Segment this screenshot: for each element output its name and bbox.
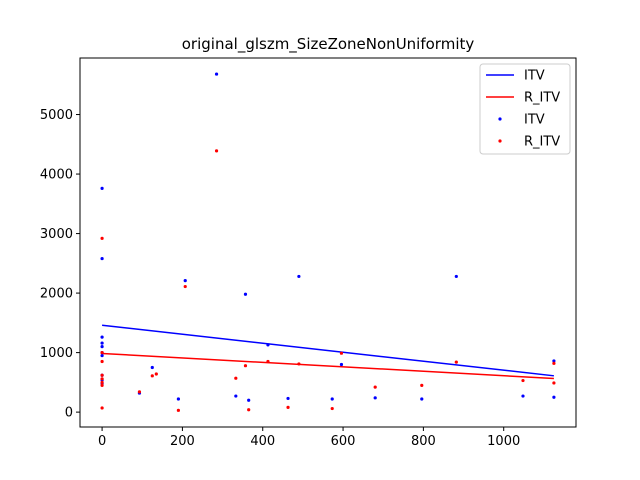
y-tick-label: 5000 bbox=[40, 108, 73, 123]
data-point-r-itv bbox=[454, 360, 458, 364]
legend-label: R_ITV bbox=[524, 91, 560, 106]
data-point-itv bbox=[243, 292, 248, 296]
x-axis: 0 200 400 600 800 1000 bbox=[98, 427, 520, 449]
chart-title: original_glszm_SizeZoneNonUniformity bbox=[182, 35, 475, 54]
data-point-r-itv bbox=[100, 406, 104, 410]
data-point-itv bbox=[100, 345, 104, 349]
data-point-r-itv bbox=[521, 378, 525, 383]
plot-frame bbox=[79, 57, 577, 428]
y-tick-label: 4000 bbox=[40, 168, 73, 183]
data-point-r-itv bbox=[100, 383, 104, 387]
data-point-itv bbox=[150, 365, 154, 370]
data-point-itv bbox=[176, 397, 180, 401]
data-point-r-itv bbox=[234, 376, 238, 380]
data-point-r-itv bbox=[373, 385, 377, 389]
data-point-r-itv bbox=[286, 405, 290, 409]
data-point-r-itv bbox=[100, 380, 104, 384]
data-point-itv bbox=[552, 359, 556, 363]
legend-point-marker bbox=[498, 139, 502, 143]
data-point-itv bbox=[100, 186, 104, 190]
data-point-itv bbox=[183, 278, 187, 283]
legend-label: ITV bbox=[524, 113, 545, 128]
x-tick-label: 800 bbox=[411, 434, 436, 449]
data-point-r-itv bbox=[330, 406, 334, 411]
data-point-r-itv bbox=[420, 383, 424, 387]
plot-area bbox=[100, 72, 556, 412]
data-point-itv bbox=[266, 343, 270, 347]
y-tick-label: 3000 bbox=[40, 227, 73, 242]
data-point-r-itv bbox=[100, 377, 104, 381]
data-point-itv bbox=[454, 274, 458, 279]
data-point-itv bbox=[100, 335, 104, 339]
legend-box bbox=[479, 63, 571, 155]
data-point-r-itv bbox=[176, 408, 180, 412]
data-point-r-itv bbox=[100, 236, 104, 240]
data-point-itv bbox=[552, 395, 556, 399]
y-tick-label: 2000 bbox=[40, 287, 73, 302]
trend-line-itv bbox=[102, 324, 554, 377]
x-tick-label: 0 bbox=[98, 434, 106, 449]
legend: ITV R_ITV ITV R_ITV bbox=[479, 63, 571, 155]
y-tick-label: 0 bbox=[65, 406, 73, 421]
data-point-itv bbox=[339, 362, 344, 367]
data-point-r-itv bbox=[137, 390, 142, 394]
data-point-r-itv bbox=[150, 374, 154, 378]
x-tick-label: 1000 bbox=[487, 434, 520, 449]
data-point-itv bbox=[100, 256, 104, 261]
data-point-r-itv bbox=[243, 364, 248, 368]
data-point-itv bbox=[234, 394, 238, 398]
data-point-r-itv bbox=[339, 351, 344, 355]
data-point-r-itv bbox=[183, 284, 187, 289]
x-tick-label: 200 bbox=[170, 434, 195, 449]
data-point-r-itv bbox=[214, 149, 219, 153]
data-point-itv bbox=[100, 353, 104, 358]
data-point-itv bbox=[297, 274, 301, 279]
x-tick-label: 400 bbox=[250, 434, 275, 449]
data-point-itv bbox=[330, 397, 334, 401]
data-point-r-itv bbox=[247, 408, 251, 412]
data-point-itv bbox=[521, 394, 525, 398]
data-point-itv bbox=[420, 397, 424, 401]
y-tick-label: 1000 bbox=[40, 346, 73, 361]
data-point-itv bbox=[373, 396, 377, 400]
data-point-itv bbox=[100, 341, 104, 345]
data-point-r-itv bbox=[552, 381, 556, 385]
data-point-r-itv bbox=[297, 362, 301, 366]
data-point-r-itv bbox=[266, 359, 270, 364]
data-point-r-itv bbox=[552, 361, 556, 365]
data-point-r-itv bbox=[100, 359, 104, 364]
x-tick-label: 600 bbox=[331, 434, 356, 449]
data-point-itv bbox=[286, 396, 290, 401]
y-axis: 0 1000 2000 3000 4000 5000 bbox=[40, 108, 80, 421]
legend-label: ITV bbox=[524, 69, 545, 84]
data-point-itv bbox=[214, 72, 219, 76]
data-point-r-itv bbox=[100, 373, 104, 377]
legend-point-marker bbox=[498, 117, 502, 121]
data-point-itv bbox=[247, 398, 251, 402]
data-point-r-itv bbox=[154, 372, 158, 376]
data-point-r-itv bbox=[100, 351, 104, 355]
trend-line-r-itv bbox=[102, 352, 554, 380]
legend-label: R_ITV bbox=[524, 135, 560, 150]
